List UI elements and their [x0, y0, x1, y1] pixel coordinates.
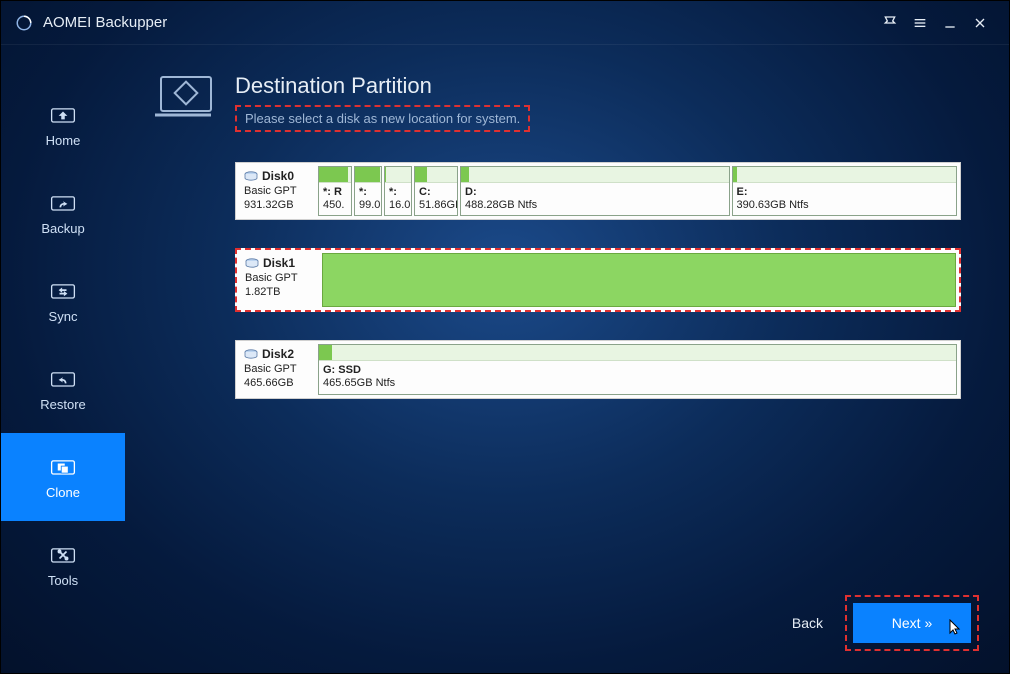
partition[interactable]: D:488.28GB Ntfs [460, 166, 730, 216]
disk-type: Basic GPT [244, 185, 314, 197]
sidebar-item-label: Home [46, 133, 81, 148]
cursor-icon [948, 619, 964, 638]
sidebar-item-label: Tools [48, 573, 78, 588]
partition[interactable]: E:390.63GB Ntfs [732, 166, 958, 216]
sidebar: Home Backup Sync Restore Clone Tools [1, 45, 125, 673]
disk-name: Disk2 [262, 347, 294, 361]
disk-info: Disk0 Basic GPT 931.32GB [236, 163, 318, 219]
sidebar-item-clone[interactable]: Clone [1, 433, 125, 521]
sidebar-item-label: Backup [41, 221, 84, 236]
disk-type: Basic GPT [245, 272, 315, 284]
back-button[interactable]: Back [792, 615, 823, 631]
page-subtitle: Please select a disk as new location for… [235, 105, 530, 132]
minimize-button[interactable] [935, 8, 965, 38]
partition-strip: 1.82TB Unallocated [319, 250, 959, 310]
disk-size: 465.66GB [244, 377, 314, 389]
menu-icon[interactable] [905, 8, 935, 38]
page-title: Destination Partition [235, 73, 530, 99]
disk-row[interactable]: Disk0 Basic GPT 931.32GB *: R450.*:99.0*:16… [235, 162, 961, 220]
partition[interactable]: C:51.86GB [414, 166, 458, 216]
disk-row[interactable]: Disk1 Basic GPT 1.82TB 1.82TB Unallocated [235, 248, 961, 312]
partition-strip: G: SSD465.65GB Ntfs [318, 341, 960, 397]
sidebar-item-label: Restore [40, 397, 86, 412]
partition[interactable]: *:16.0 [384, 166, 412, 216]
disk-info: Disk1 Basic GPT 1.82TB [237, 250, 319, 310]
sidebar-item-sync[interactable]: Sync [1, 257, 125, 345]
disk-row[interactable]: Disk2 Basic GPT 465.66GB G: SSD465.65GB Ntf… [235, 340, 961, 398]
destination-icon [155, 73, 217, 123]
disk-size: 1.82TB [245, 286, 315, 298]
partition[interactable]: *:99.0 [354, 166, 382, 216]
next-button-label: Next » [892, 615, 932, 631]
sidebar-item-tools[interactable]: Tools [1, 521, 125, 609]
partition[interactable]: G: SSD465.65GB Ntfs [318, 344, 957, 394]
app-window: AOMEI Backupper Home Backup S [0, 0, 1010, 674]
partition[interactable]: *: R450. [318, 166, 352, 216]
sidebar-item-label: Clone [46, 485, 80, 500]
upgrade-icon[interactable] [875, 8, 905, 38]
sidebar-item-label: Sync [49, 309, 78, 324]
next-highlight: Next » [845, 595, 979, 651]
disk-type: Basic GPT [244, 363, 314, 375]
close-button[interactable] [965, 8, 995, 38]
partition[interactable]: 1.82TB Unallocated [322, 253, 956, 307]
title-bar: AOMEI Backupper [1, 1, 1009, 45]
main-area: Destination Partition Please select a di… [125, 45, 1009, 673]
app-title: AOMEI Backupper [43, 14, 167, 31]
sidebar-item-home[interactable]: Home [1, 81, 125, 169]
sidebar-item-backup[interactable]: Backup [1, 169, 125, 257]
app-logo-icon [15, 14, 33, 32]
page-header: Destination Partition Please select a di… [155, 73, 971, 132]
disk-name: Disk0 [262, 169, 294, 183]
footer: Back Next » [792, 595, 979, 651]
disk-info: Disk2 Basic GPT 465.66GB [236, 341, 318, 397]
partition-strip: *: R450.*:99.0*:16.0C:51.86GBD:488.28GB … [318, 163, 960, 219]
next-button[interactable]: Next » [853, 603, 971, 643]
disk-size: 931.32GB [244, 199, 314, 211]
disk-name: Disk1 [263, 256, 295, 270]
disk-list: Disk0 Basic GPT 931.32GB *: R450.*:99.0*:16… [235, 162, 961, 399]
sidebar-item-restore[interactable]: Restore [1, 345, 125, 433]
